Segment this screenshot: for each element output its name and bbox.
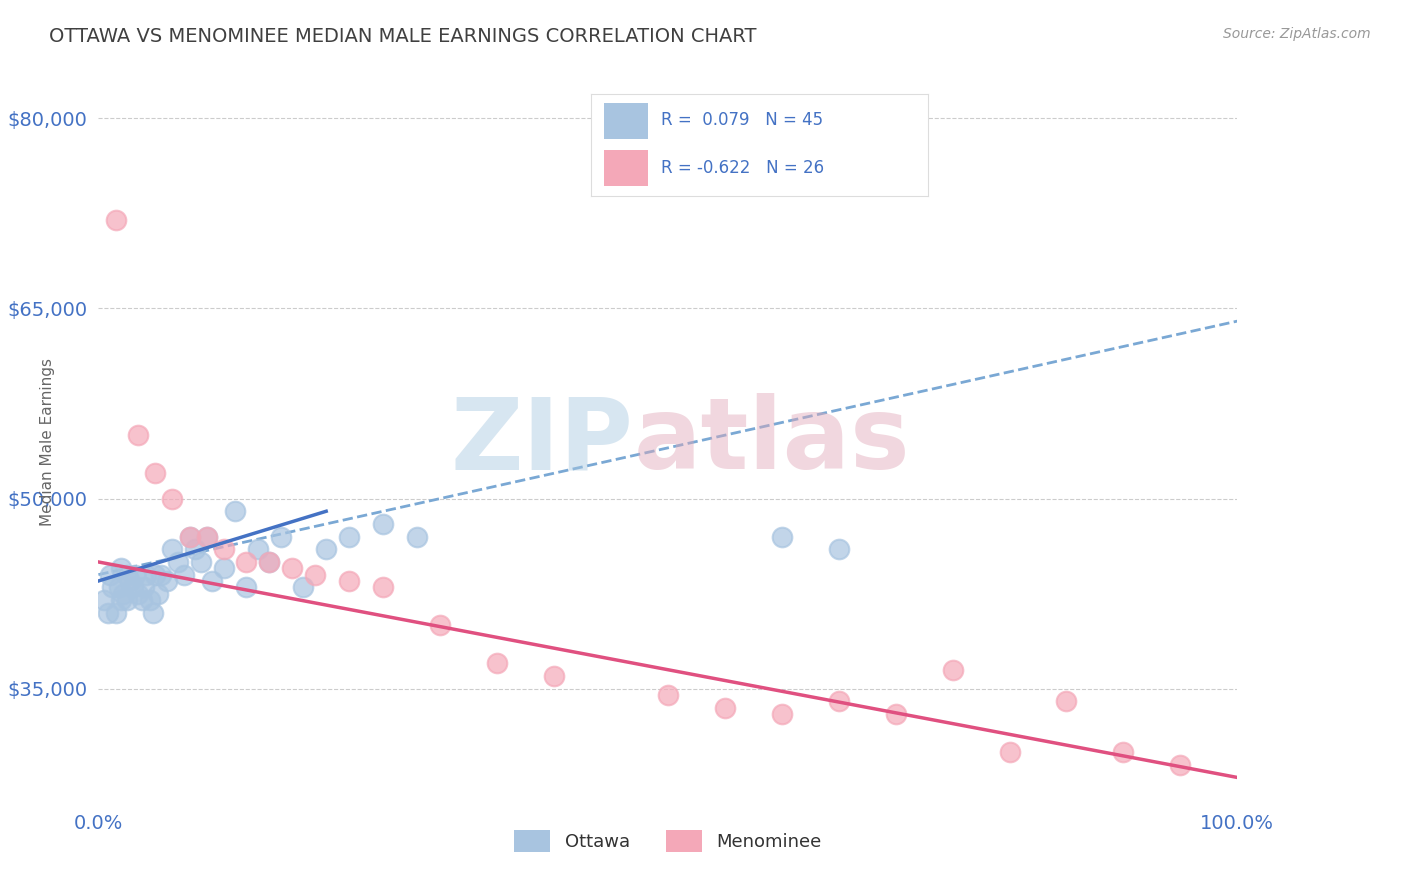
Point bbox=[195, 530, 218, 544]
Text: OTTAWA VS MENOMINEE MEDIAN MALE EARNINGS CORRELATION CHART: OTTAWA VS MENOMINEE MEDIAN MALE EARNINGS… bbox=[49, 27, 756, 45]
Point bbox=[259, 555, 281, 569]
Legend: Ottawa, Menominee: Ottawa, Menominee bbox=[506, 822, 830, 859]
Point bbox=[828, 694, 851, 708]
Point bbox=[115, 593, 138, 607]
Point bbox=[101, 580, 124, 594]
Point bbox=[543, 669, 565, 683]
Point bbox=[212, 561, 235, 575]
Point bbox=[120, 574, 142, 588]
Point bbox=[131, 593, 153, 607]
Point bbox=[884, 707, 907, 722]
Point bbox=[195, 530, 218, 544]
Point bbox=[828, 542, 851, 557]
Point bbox=[486, 657, 509, 671]
Point bbox=[1170, 757, 1192, 772]
Point bbox=[942, 663, 965, 677]
Point bbox=[657, 688, 679, 702]
Point bbox=[104, 212, 127, 227]
Point bbox=[179, 530, 201, 544]
Point bbox=[98, 567, 121, 582]
Point bbox=[110, 593, 132, 607]
Point bbox=[714, 700, 737, 714]
Point bbox=[770, 530, 793, 544]
Point bbox=[998, 745, 1021, 759]
Point bbox=[259, 555, 281, 569]
Point bbox=[179, 530, 201, 544]
Point bbox=[246, 542, 269, 557]
Point bbox=[315, 542, 337, 557]
Text: R =  0.079   N = 45: R = 0.079 N = 45 bbox=[661, 112, 824, 129]
Point bbox=[108, 580, 131, 594]
Point bbox=[184, 542, 207, 557]
Point bbox=[96, 606, 118, 620]
Point bbox=[150, 567, 173, 582]
Text: R = -0.622   N = 26: R = -0.622 N = 26 bbox=[661, 159, 824, 177]
Point bbox=[167, 555, 190, 569]
Point bbox=[201, 574, 224, 588]
Point bbox=[212, 542, 235, 557]
Point bbox=[162, 491, 184, 506]
Text: atlas: atlas bbox=[634, 393, 910, 490]
Text: Source: ZipAtlas.com: Source: ZipAtlas.com bbox=[1223, 27, 1371, 41]
Point bbox=[292, 580, 315, 594]
Point bbox=[124, 567, 146, 582]
Point bbox=[127, 587, 149, 601]
Point bbox=[270, 530, 292, 544]
Point bbox=[337, 574, 360, 588]
Point bbox=[406, 530, 429, 544]
Point bbox=[93, 593, 115, 607]
Point bbox=[146, 587, 169, 601]
Point bbox=[145, 567, 167, 582]
Point bbox=[145, 467, 167, 481]
Point bbox=[121, 580, 143, 594]
Point bbox=[281, 561, 304, 575]
Point bbox=[770, 707, 793, 722]
Point bbox=[135, 567, 157, 582]
Point bbox=[162, 542, 184, 557]
Point bbox=[1056, 694, 1078, 708]
Text: Median Male Earnings: Median Male Earnings bbox=[39, 358, 55, 525]
Point bbox=[235, 555, 257, 569]
Point bbox=[173, 567, 195, 582]
Point bbox=[112, 587, 135, 601]
Point bbox=[132, 580, 155, 594]
Point bbox=[142, 606, 165, 620]
Point bbox=[127, 428, 149, 442]
Point bbox=[371, 580, 394, 594]
Bar bbox=[605, 103, 648, 139]
Text: ZIP: ZIP bbox=[451, 393, 634, 490]
Point bbox=[429, 618, 451, 632]
Point bbox=[138, 593, 160, 607]
Point bbox=[104, 606, 127, 620]
Point bbox=[1112, 745, 1135, 759]
Point bbox=[371, 516, 394, 531]
Point bbox=[156, 574, 179, 588]
Point bbox=[224, 504, 246, 518]
Point bbox=[190, 555, 212, 569]
Point bbox=[110, 561, 132, 575]
Bar bbox=[605, 150, 648, 186]
Point bbox=[337, 530, 360, 544]
Point bbox=[115, 567, 138, 582]
Point bbox=[235, 580, 257, 594]
Point bbox=[304, 567, 326, 582]
